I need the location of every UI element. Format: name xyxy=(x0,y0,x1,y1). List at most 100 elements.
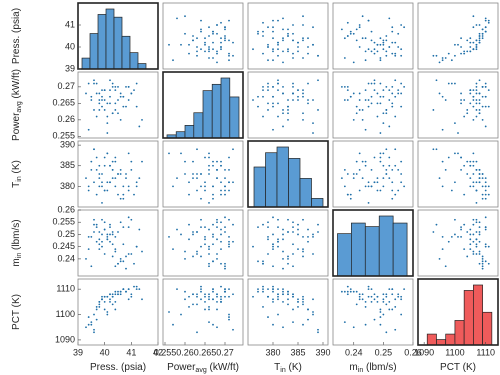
scatter-point xyxy=(287,35,289,37)
histogram-bar xyxy=(473,284,483,346)
panel xyxy=(417,2,499,70)
scatter-point xyxy=(302,95,304,98)
scatter-point xyxy=(106,233,109,236)
scatter-point xyxy=(119,168,122,171)
scatter-point xyxy=(292,32,294,35)
scatter-point xyxy=(196,303,198,306)
scatter-point xyxy=(119,118,122,121)
scatter-point xyxy=(352,326,355,329)
scatter-point xyxy=(111,295,114,298)
scatter-point xyxy=(184,32,186,35)
scatter-point xyxy=(101,89,103,92)
scatter-point xyxy=(216,308,218,311)
scatter-point xyxy=(450,82,453,85)
scatter-point xyxy=(370,82,373,85)
histogram-bar xyxy=(89,33,99,70)
label-part: in xyxy=(280,367,286,374)
scatter-point xyxy=(109,240,111,243)
scatter-point xyxy=(478,24,481,26)
scatter-point xyxy=(358,24,361,26)
scatter-point xyxy=(220,41,222,44)
scatter-point xyxy=(472,15,475,18)
scatter-point xyxy=(208,164,210,167)
scatter-point xyxy=(98,300,101,303)
scatter-point xyxy=(475,221,478,224)
scatter-point xyxy=(361,109,364,111)
scatter-point xyxy=(111,233,114,236)
scatter-point xyxy=(282,50,284,53)
scatter-point xyxy=(472,253,475,255)
histogram-bar xyxy=(193,112,204,139)
scatter-point xyxy=(212,57,214,59)
scatter-point xyxy=(379,311,382,313)
scatter-point xyxy=(373,89,376,92)
scatter-point xyxy=(106,189,109,192)
scatter-point xyxy=(475,201,478,204)
histogram-bar xyxy=(175,131,186,139)
scatter-point xyxy=(103,228,106,231)
scatter-point xyxy=(135,245,138,248)
scatter-point xyxy=(262,85,264,88)
scatter-point xyxy=(391,181,394,184)
scatter-point xyxy=(98,102,101,105)
scatter-point xyxy=(106,313,109,316)
scatter-point xyxy=(400,48,403,51)
scatter-point xyxy=(106,295,109,298)
scatter-point xyxy=(364,89,367,92)
scatter-point xyxy=(133,193,135,196)
scatter-point xyxy=(277,240,279,243)
y-tick-label: 380 xyxy=(60,181,75,191)
scatter-point xyxy=(478,112,481,115)
scatter-point xyxy=(358,293,361,296)
scatter-point xyxy=(355,160,358,163)
scatter-point xyxy=(224,28,226,31)
scatter-point xyxy=(282,228,284,231)
scatter-point xyxy=(441,160,444,163)
scatter-point xyxy=(287,231,289,233)
panel-frame xyxy=(332,278,414,346)
y-tick-label: 1100 xyxy=(56,309,75,319)
scatter-point xyxy=(454,233,456,236)
scatter-point xyxy=(388,288,391,291)
scatter-point xyxy=(138,125,141,128)
scatter-point xyxy=(472,240,475,243)
scatter-point xyxy=(382,122,385,125)
panel xyxy=(77,278,159,346)
scatter-point xyxy=(352,32,355,35)
scatter-point xyxy=(302,57,304,59)
scatter-point xyxy=(228,245,230,248)
scatter-point xyxy=(277,245,279,248)
histogram-bar xyxy=(105,8,115,70)
histogram-bar xyxy=(288,158,301,208)
scatter-point xyxy=(475,109,478,111)
scatter-point xyxy=(382,41,385,44)
scatter-point xyxy=(117,173,119,175)
scatter-point xyxy=(382,298,385,301)
scatter-point xyxy=(379,59,382,62)
label-part: (lbm/s) xyxy=(11,219,22,252)
scatter-point xyxy=(95,193,98,196)
scatter-point xyxy=(379,316,382,318)
scatter-point xyxy=(460,168,462,171)
scatter-point xyxy=(379,102,382,105)
scatter-point xyxy=(176,177,178,180)
histogram-bar xyxy=(129,52,139,70)
scatter-point xyxy=(109,226,111,229)
scatter-point xyxy=(208,245,210,248)
scatter-point xyxy=(287,50,289,53)
scatter-point xyxy=(212,260,214,263)
scatter-point xyxy=(130,218,133,221)
scatter-point xyxy=(441,59,444,62)
scatter-point xyxy=(373,79,376,82)
scatter-point xyxy=(262,52,264,55)
scatter-point xyxy=(282,300,284,303)
scatter-point xyxy=(391,168,394,171)
scatter-point xyxy=(106,238,109,241)
scatter-point xyxy=(343,168,346,171)
scatter-point xyxy=(297,300,299,303)
scatter-point xyxy=(262,95,264,98)
scatter-point xyxy=(454,218,456,221)
scatter-point xyxy=(208,57,210,59)
scatter-point xyxy=(95,306,98,308)
scatter-point xyxy=(447,156,450,159)
